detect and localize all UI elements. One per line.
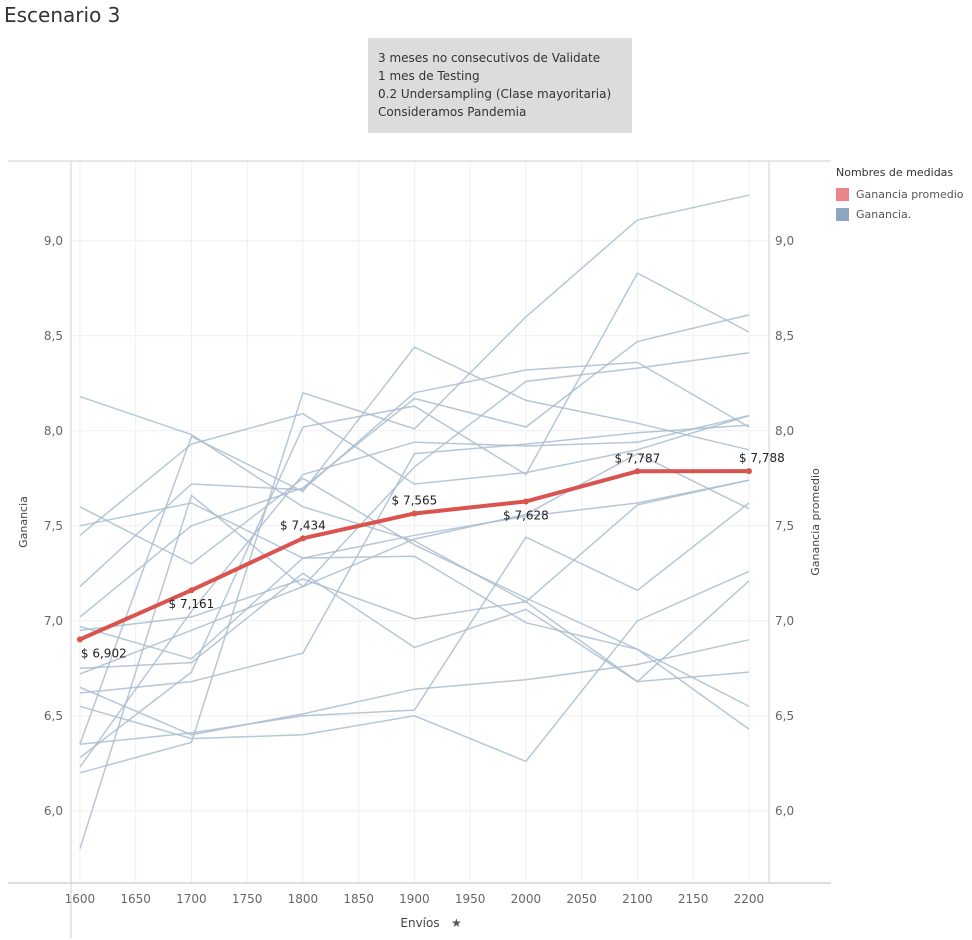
average-data-label: $ 7,161 <box>169 597 215 611</box>
pin-icon: ★ <box>451 916 462 930</box>
series-line <box>79 639 750 736</box>
series-line <box>79 314 750 618</box>
y-tick-label-right: 6,0 <box>775 804 794 818</box>
series-line <box>79 414 750 768</box>
series-line <box>79 452 750 675</box>
y-tick-label-left: 8,5 <box>44 329 63 343</box>
legend-item-ganancia[interactable]: Ganancia. <box>836 204 964 224</box>
x-tick-label: 2150 <box>678 892 709 906</box>
series-line <box>79 479 750 632</box>
series-line <box>79 346 750 745</box>
series-line <box>79 555 750 730</box>
average-point <box>634 468 641 475</box>
note-line: 0.2 Undersampling (Clase mayoritaria) <box>378 87 612 101</box>
series-line <box>79 361 750 588</box>
x-tick-label: 2000 <box>511 892 542 906</box>
ganancia-series-group <box>79 194 750 850</box>
legend-swatch <box>836 187 849 201</box>
x-axis-title: Envíos <box>400 916 439 930</box>
y-tick-label-right: 8,0 <box>775 424 794 438</box>
average-data-label: $ 7,787 <box>615 451 661 465</box>
average-point <box>188 587 195 594</box>
series-line <box>79 570 750 763</box>
average-data-label: $ 7,434 <box>280 518 326 532</box>
x-tick-label: 1600 <box>65 892 96 906</box>
note-line: 1 mes de Testing <box>378 69 480 83</box>
y-tick-label-right: 7,5 <box>775 519 794 533</box>
series-line <box>79 424 749 694</box>
y-tick-label-right: 6,5 <box>775 709 794 723</box>
legend-swatch <box>836 207 849 221</box>
y-tick-label-left: 6,5 <box>44 709 63 723</box>
x-tick-label: 1700 <box>176 892 207 906</box>
series-line <box>79 352 750 850</box>
y-tick-label-left: 8,0 <box>44 424 63 438</box>
x-tick-label: 1850 <box>343 892 374 906</box>
y-tick-label-left: 7,5 <box>44 519 63 533</box>
series-line <box>79 479 750 559</box>
legend-label: Ganancia. <box>856 207 912 221</box>
y-axis-title-left: Ganancia <box>17 496 30 548</box>
scenario-note: 3 meses no consecutivos de Validate 1 me… <box>368 38 632 133</box>
series-line <box>79 572 750 683</box>
note-line: Consideramos Pandemia <box>378 105 527 119</box>
average-point <box>76 636 83 643</box>
note-line: 3 meses no consecutivos de Validate <box>378 51 601 65</box>
x-tick-label: 1950 <box>455 892 486 906</box>
series-line <box>79 194 750 774</box>
y-tick-label-left: 9,0 <box>44 234 63 248</box>
average-point <box>745 468 752 475</box>
series-line <box>79 272 750 759</box>
average-data-label: $ 6,902 <box>81 646 127 660</box>
y-tick-label-right: 8,5 <box>775 329 794 343</box>
series-line <box>79 412 750 536</box>
y-tick-label-left: 7,0 <box>44 614 63 628</box>
x-tick-label: 1900 <box>399 892 430 906</box>
page-title: Escenario 3 <box>4 3 121 27</box>
legend-label: Ganancia promedio <box>856 187 964 201</box>
y-axis-title-right: Ganancia promedio <box>809 468 822 576</box>
legend: Nombres de medidas Ganancia promedio Gan… <box>836 166 964 224</box>
average-point <box>299 535 306 542</box>
series-line <box>79 502 750 746</box>
average-point <box>522 498 529 505</box>
legend-title: Nombres de medidas <box>836 166 954 179</box>
average-data-label: $ 7,628 <box>503 508 549 522</box>
x-tick-label: 1650 <box>120 892 151 906</box>
y-tick-label-right: 7,0 <box>775 614 794 628</box>
y-tick-label-right: 9,0 <box>775 234 794 248</box>
average-data-label: $ 7,565 <box>392 493 438 507</box>
y-tick-label-left: 6,0 <box>44 804 63 818</box>
legend-item-average[interactable]: Ganancia promedio <box>836 184 964 204</box>
x-tick-label: 2050 <box>566 892 597 906</box>
x-tick-label: 1750 <box>232 892 263 906</box>
x-tick-label: 2200 <box>734 892 765 906</box>
average-data-label: $ 7,788 <box>739 451 785 465</box>
x-tick-label: 2100 <box>622 892 653 906</box>
x-tick-label: 1800 <box>288 892 319 906</box>
average-point <box>411 510 418 517</box>
